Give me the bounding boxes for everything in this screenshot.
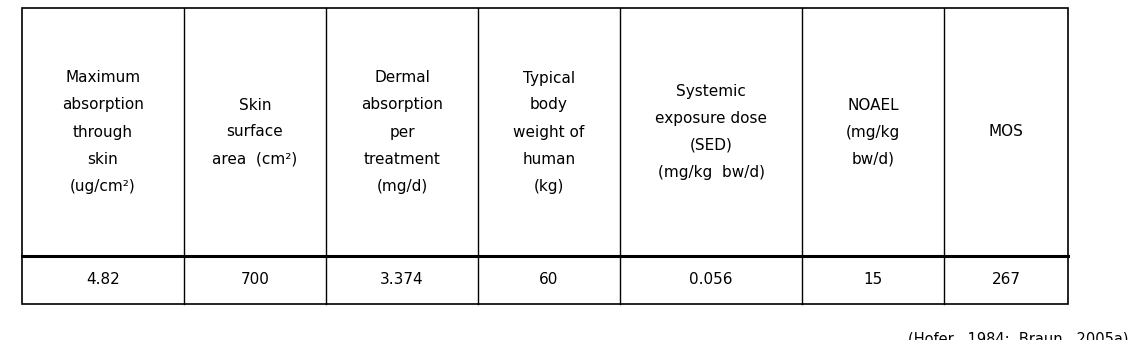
Text: 60: 60	[540, 272, 559, 288]
Text: (Hofer,  1984;  Braun,  2005a): (Hofer, 1984; Braun, 2005a)	[908, 332, 1128, 340]
Text: Skin
surface
area  (cm²): Skin surface area (cm²)	[212, 98, 298, 167]
Bar	[22, 8, 1068, 304]
Text: Systemic
exposure dose
(SED)
(mg/kg  bw/d): Systemic exposure dose (SED) (mg/kg bw/d…	[655, 84, 767, 180]
Text: 267: 267	[992, 272, 1020, 288]
Text: Dermal
absorption
per
treatment
(mg/d): Dermal absorption per treatment (mg/d)	[361, 70, 443, 193]
Text: 4.82: 4.82	[86, 272, 120, 288]
Text: 700: 700	[241, 272, 269, 288]
Text: MOS: MOS	[988, 124, 1024, 139]
Text: 3.374: 3.374	[381, 272, 424, 288]
Text: NOAEL
(mg/kg
bw/d): NOAEL (mg/kg bw/d)	[846, 98, 900, 167]
Text: 0.056: 0.056	[690, 272, 733, 288]
Text: Typical
body
weight of
human
(kg): Typical body weight of human (kg)	[513, 70, 585, 193]
Text: Maximum
absorption
through
skin
(ug/cm²): Maximum absorption through skin (ug/cm²)	[62, 70, 144, 193]
Text: 15: 15	[863, 272, 883, 288]
